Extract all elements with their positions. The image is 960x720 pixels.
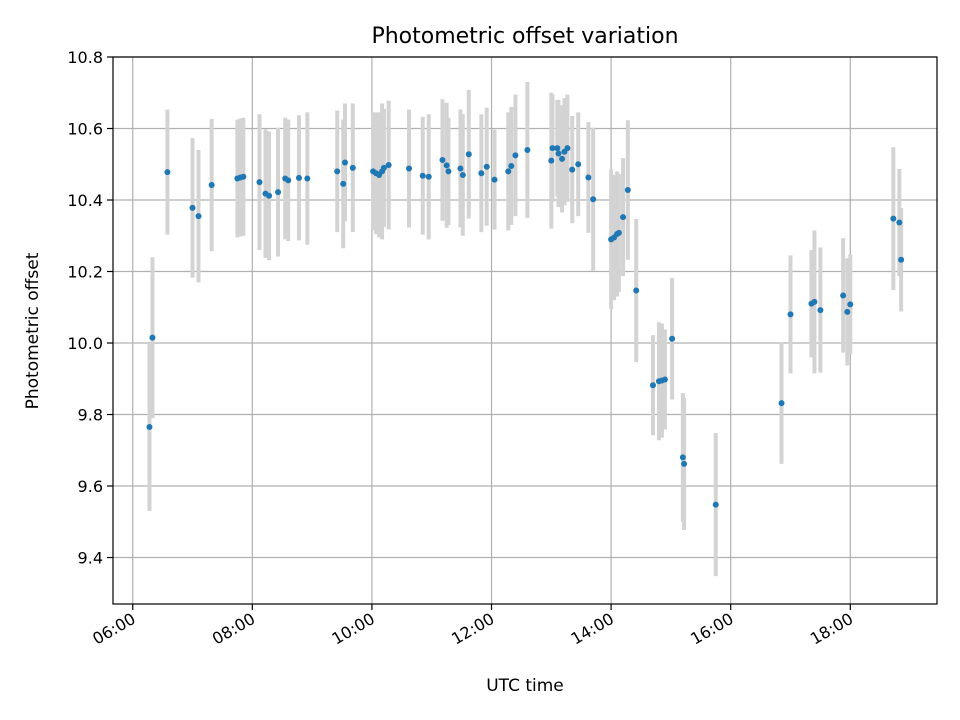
data-point [564, 145, 571, 152]
y-tick-label: 10.8 [67, 48, 103, 67]
data-point [146, 424, 153, 431]
y-axis: 9.4 9.6 9.8 10.0 10.2 10.4 10.6 10.8 [67, 48, 113, 568]
data-point [679, 454, 686, 461]
data-point [847, 301, 854, 308]
data-point [898, 256, 905, 263]
data-point [559, 155, 566, 162]
data-point [669, 335, 676, 342]
data-point [295, 174, 302, 181]
data-point [554, 145, 561, 152]
data-point [661, 376, 668, 383]
data-point [524, 146, 531, 153]
data-point [817, 307, 824, 314]
data-point [624, 186, 631, 193]
y-tick-label: 9.4 [78, 549, 103, 568]
data-point [681, 460, 688, 467]
data-point [349, 164, 356, 171]
data-point [549, 145, 556, 152]
data-points [146, 145, 905, 508]
data-point [555, 150, 562, 157]
plot-frame [112, 56, 938, 605]
data-point [890, 215, 897, 222]
x-axis-label: UTC time [486, 676, 564, 696]
data-point [649, 382, 656, 389]
data-point [590, 196, 597, 203]
data-point [620, 214, 627, 221]
data-point [439, 156, 446, 163]
data-point [512, 152, 519, 159]
y-tick-label: 9.6 [78, 477, 103, 496]
data-point [569, 166, 576, 173]
data-point [304, 175, 311, 182]
data-point [275, 189, 282, 196]
data-point [505, 168, 512, 175]
data-point [266, 192, 273, 199]
y-tick-label: 10.6 [67, 120, 103, 139]
data-point [615, 229, 622, 236]
y-tick-label: 9.8 [78, 406, 103, 425]
y-tick-label: 10.4 [67, 191, 103, 210]
data-point [548, 157, 555, 164]
data-point [385, 161, 392, 168]
data-point [334, 168, 341, 175]
data-point [380, 164, 387, 171]
data-point [844, 308, 851, 315]
data-point [425, 173, 432, 180]
data-point [840, 292, 847, 299]
data-point [457, 165, 464, 172]
data-point [712, 501, 719, 508]
data-point [787, 311, 794, 318]
y-tick-label: 10.0 [67, 334, 103, 353]
data-point [208, 181, 215, 188]
data-point [240, 173, 247, 180]
data-point [445, 168, 452, 175]
data-point [256, 179, 263, 186]
data-point [405, 165, 412, 172]
data-point [342, 159, 349, 166]
chart-title: Photometric offset variation [371, 24, 678, 49]
data-point [189, 204, 196, 211]
data-point [508, 163, 515, 170]
data-point [149, 334, 156, 341]
data-point [340, 180, 347, 187]
data-point [164, 169, 171, 176]
data-point [491, 176, 498, 183]
data-point [195, 213, 202, 220]
data-point [443, 162, 450, 169]
data-point [459, 171, 466, 178]
data-point [483, 163, 490, 170]
y-tick-label: 10.2 [67, 263, 103, 282]
data-point [633, 287, 640, 294]
data-point [465, 151, 472, 158]
data-point [285, 177, 292, 184]
data-point [575, 161, 582, 168]
data-point [419, 172, 426, 179]
y-axis-label: Photometric offset [23, 252, 43, 409]
data-point [585, 174, 592, 181]
data-point [896, 219, 903, 226]
data-point [811, 298, 818, 305]
data-point [478, 170, 485, 177]
data-point [778, 400, 785, 407]
